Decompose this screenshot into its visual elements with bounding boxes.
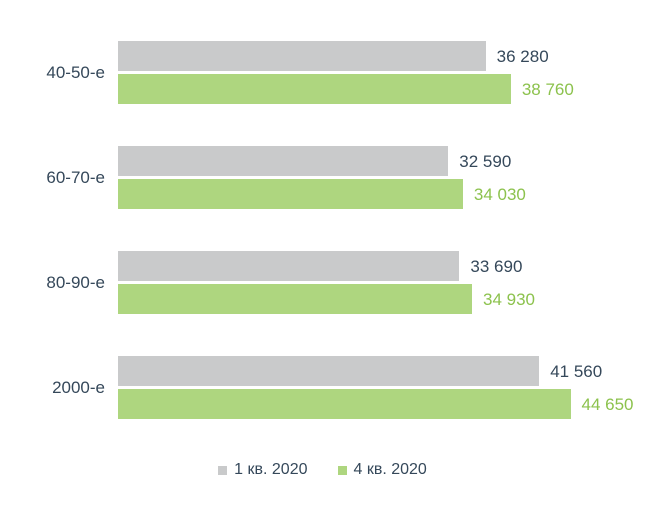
- bar-row-series-1: 41 560: [118, 356, 645, 386]
- category-label: 80-90-е: [46, 273, 105, 292]
- bar-series-2: [118, 284, 472, 314]
- value-label-series-1: 33 690: [470, 256, 523, 276]
- bar-row-series-2: 34 930: [118, 284, 645, 314]
- bar-row-series-2: 34 030: [118, 179, 645, 209]
- bar-series-2: [118, 74, 511, 104]
- bar-group: 80-90-е 33 690 34 930: [0, 251, 645, 314]
- bar-series-1: [118, 251, 460, 281]
- bar-series-2: [118, 389, 571, 419]
- bar-row-series-1: 33 690: [118, 251, 645, 281]
- plot-area: 40-50-е 36 280 38 760 60-70-е 32 590 34 030 80…: [0, 41, 645, 419]
- legend-item-series-2: 4 кв. 2020: [337, 461, 427, 479]
- legend-item-series-1: 1 кв. 2020: [218, 461, 308, 479]
- legend-swatch-icon: [218, 465, 228, 475]
- bars-container: 41 560 44 650: [118, 356, 645, 419]
- bar-series-1: [118, 356, 540, 386]
- value-label-series-2: 44 650: [581, 394, 634, 414]
- bar-row-series-2: 44 650: [118, 389, 645, 419]
- bar-group: 2000-е 41 560 44 650: [0, 356, 645, 419]
- legend-label: 4 кв. 2020: [353, 461, 427, 478]
- bar-series-1: [118, 146, 449, 176]
- legend-label: 1 кв. 2020: [234, 461, 308, 478]
- value-label-series-2: 34 030: [473, 184, 526, 204]
- category-label: 60-70-е: [46, 168, 105, 187]
- bar-row-series-1: 32 590: [118, 146, 645, 176]
- value-label-series-1: 41 560: [550, 361, 603, 381]
- bars-container: 36 280 38 760: [118, 41, 645, 104]
- legend: 1 кв. 2020 4 кв. 2020: [0, 461, 645, 479]
- bars-container: 32 590 34 030: [118, 146, 645, 209]
- bar-group: 40-50-е 36 280 38 760: [0, 41, 645, 104]
- bar-series-1: [118, 41, 486, 71]
- category-label: 2000-е: [52, 378, 105, 397]
- value-label-series-2: 38 760: [521, 79, 574, 99]
- value-label-series-2: 34 930: [483, 289, 535, 309]
- bar-row-series-1: 36 280: [118, 41, 645, 71]
- bar-series-2: [118, 179, 463, 209]
- bar-row-series-2: 38 760: [118, 74, 645, 104]
- bar-group: 60-70-е 32 590 34 030: [0, 146, 645, 209]
- value-label-series-1: 32 590: [459, 151, 512, 171]
- bars-container: 33 690 34 930: [118, 251, 645, 314]
- category-label: 40-50-е: [46, 63, 105, 82]
- value-label-series-1: 36 280: [496, 46, 549, 66]
- legend-swatch-icon: [337, 465, 347, 475]
